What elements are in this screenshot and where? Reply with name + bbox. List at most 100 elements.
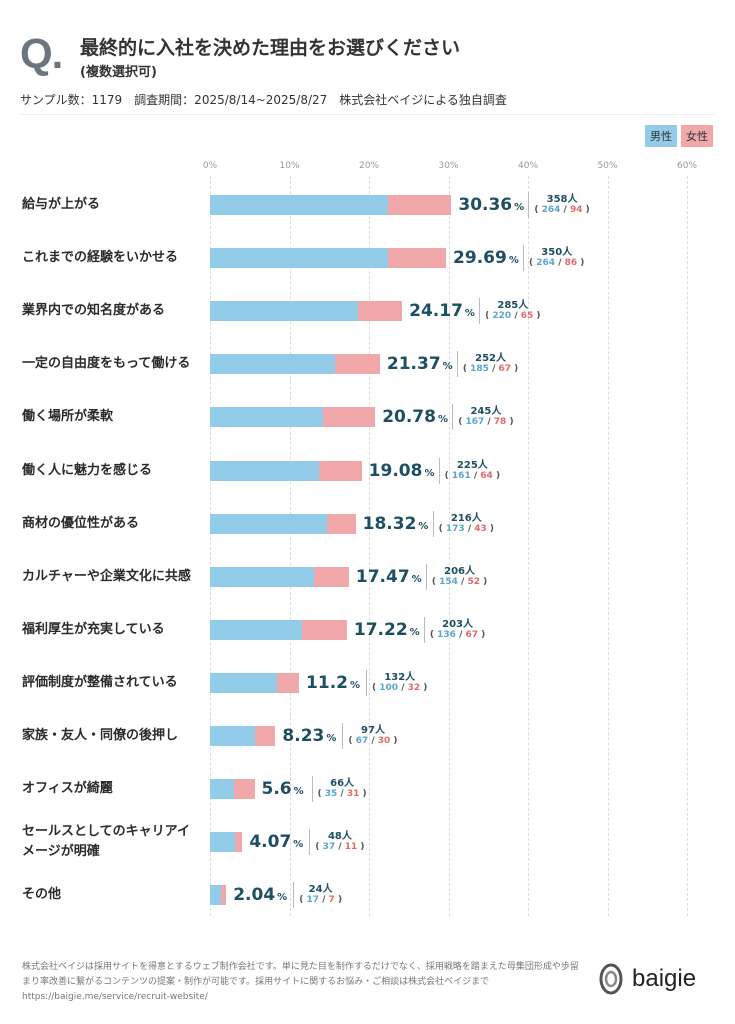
logo-text: baigie — [632, 965, 697, 992]
people-unit: 人 — [562, 247, 573, 259]
percent-label: 4.07% — [249, 832, 303, 852]
x-tick-label: 0% — [202, 161, 218, 171]
percent-unit: % — [293, 839, 304, 851]
total-count: 225 — [456, 459, 478, 471]
percent-value: 17.47 — [355, 566, 410, 587]
female-count: 43 — [474, 523, 487, 534]
bar-chart: 0% 10% 20% 30% 40% 50% 60% 給与が上がる 30.36% 358人( 26… — [22, 161, 697, 916]
page-subtitle: (複数選択可) — [80, 65, 157, 80]
percent-value: 17.22 — [353, 619, 408, 640]
row-label: セールスとしてのキャリアイメージが明確 — [22, 824, 190, 860]
percent-label: 19.08% — [369, 461, 435, 481]
bar-male — [210, 726, 256, 746]
male-count: 167 — [465, 417, 485, 428]
count-block: 245人( 167 / 78 ) — [458, 406, 514, 428]
bar-male — [210, 248, 389, 269]
percent-label: 30.36% — [458, 195, 524, 215]
count-block: 216人( 173 / 43 ) — [438, 512, 495, 534]
bar-female — [313, 566, 349, 587]
row-label: 商材の優位性がある — [22, 515, 140, 531]
female-count: 7 — [328, 895, 335, 906]
count-separator — [293, 882, 295, 909]
male-count: 37 — [322, 842, 336, 853]
bar-male — [210, 832, 235, 853]
percent-value: 18.32 — [362, 513, 417, 534]
gridline — [607, 176, 609, 916]
divider — [20, 114, 715, 115]
bar-male — [210, 354, 335, 375]
footer-url[interactable]: https://baigie.me/service/recruit-websit… — [22, 992, 208, 1002]
row-label: カルチャーや企業文化に共感 — [22, 568, 191, 584]
bar-female — [301, 619, 347, 640]
count-block: 66人( 35 / 31 ) — [317, 778, 367, 800]
percent-label: 5.6% — [262, 779, 304, 799]
row-label: 福利厚生が充実している — [22, 621, 165, 637]
percent-unit: % — [326, 733, 337, 744]
legend-male: 男性 — [645, 125, 677, 147]
percent-label: 11.2% — [306, 673, 360, 693]
male-count: 154 — [439, 576, 458, 587]
count-separator — [452, 404, 454, 431]
row-label: 評価制度が整備されている — [22, 674, 178, 690]
count-block: 24人( 17 / 7 ) — [299, 884, 343, 906]
people-unit: 人 — [518, 300, 529, 312]
row-label: 給与が上がる — [22, 197, 101, 212]
people-unit: 人 — [496, 353, 507, 365]
bar-female — [326, 513, 356, 534]
count-block: 225人( 161 / 64 ) — [444, 459, 501, 481]
count-separator — [342, 723, 344, 749]
percent-value: 2.04 — [233, 885, 276, 906]
male-count: 264 — [541, 205, 561, 215]
bar-female — [334, 354, 380, 375]
total-count: 252 — [475, 353, 497, 365]
bar-female — [255, 726, 276, 746]
count-separator — [456, 351, 458, 378]
total-count: 350 — [541, 247, 563, 259]
gridline — [369, 176, 370, 916]
female-count: 30 — [377, 736, 391, 746]
percent-unit: % — [514, 202, 525, 213]
people-unit: 人 — [471, 512, 482, 524]
male-count: 161 — [451, 470, 471, 481]
people-unit: 人 — [465, 565, 475, 577]
female-count: 52 — [467, 576, 481, 587]
percent-label: 18.32% — [363, 514, 429, 534]
count-separator — [528, 192, 530, 218]
baigie-logo-icon — [599, 963, 623, 995]
total-count: 48 — [327, 831, 342, 843]
male-count: 185 — [470, 364, 489, 375]
x-tick-label: 40% — [517, 161, 539, 171]
percent-value: 24.17 — [409, 301, 463, 322]
people-unit: 人 — [567, 194, 578, 205]
percent-unit: % — [293, 786, 304, 798]
bar-male — [210, 513, 327, 534]
male-count: 220 — [492, 311, 512, 322]
percent-unit: % — [442, 361, 453, 373]
percent-label: 24.17% — [409, 301, 475, 321]
total-count: 24 — [308, 884, 323, 896]
row-label: その他 — [22, 887, 62, 903]
gridline — [289, 176, 291, 916]
female-count: 67 — [498, 364, 512, 375]
percent-unit: % — [349, 679, 361, 691]
bar-male — [210, 672, 278, 693]
people-unit: 人 — [374, 725, 385, 736]
bar-male — [210, 407, 323, 428]
total-count: 206 — [444, 565, 465, 577]
row-label: これまでの経験をいかせる — [22, 250, 179, 266]
people-unit: 人 — [341, 831, 352, 843]
male-count: 173 — [445, 523, 465, 534]
male-count: 35 — [324, 789, 338, 800]
percent-unit: % — [508, 255, 519, 267]
total-count: 66 — [330, 778, 345, 790]
bar-female — [234, 832, 243, 853]
row-label: 業界内での知名度がある — [22, 303, 166, 319]
count-block: 285人( 220 / 65 ) — [485, 300, 541, 322]
bar-male — [210, 301, 359, 322]
people-unit: 人 — [491, 406, 502, 418]
x-tick-label: 10% — [279, 161, 300, 171]
count-separator — [309, 829, 311, 856]
percent-unit: % — [418, 520, 429, 532]
count-block: 206人( 154 / 52 ) — [431, 565, 488, 587]
gridline — [528, 176, 529, 916]
